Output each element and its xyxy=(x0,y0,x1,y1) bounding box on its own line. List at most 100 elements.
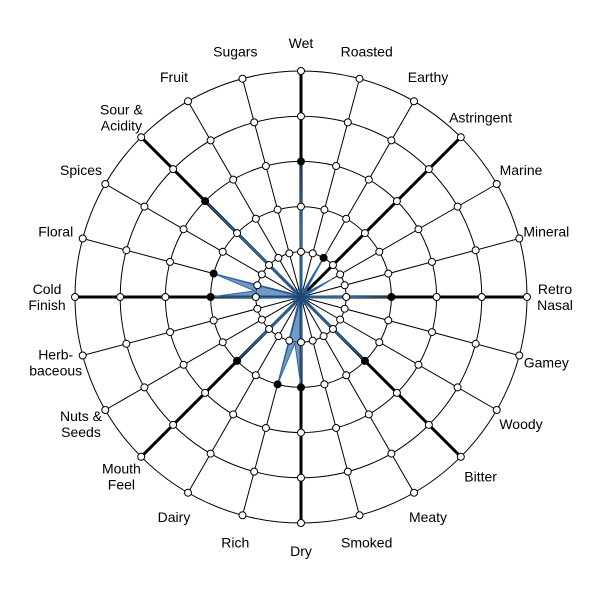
axis-label-sour-acidity: Sour & Acidity xyxy=(100,101,143,133)
marker-earthy-2 xyxy=(342,214,351,223)
axis-label-cold-finish: Cold Finish xyxy=(28,281,65,313)
marker-woody-4 xyxy=(453,383,462,392)
axis-label-sugars: Sugars xyxy=(213,44,257,60)
axis-label-gamey: Gamey xyxy=(524,355,569,371)
marker-wet-5 xyxy=(297,67,305,75)
marker-rich-2 xyxy=(273,380,282,389)
marker-gamey-1 xyxy=(340,304,349,313)
marker-dairy-4 xyxy=(206,449,215,458)
marker-earthy-4 xyxy=(387,136,396,145)
marker-mouth-feel-3 xyxy=(201,388,210,397)
axis-label-meaty: Meaty xyxy=(409,509,447,525)
axis-label-mouth-feel: Mouth Feel xyxy=(102,461,141,493)
marker-gamey-4 xyxy=(471,339,480,348)
marker-meaty-1 xyxy=(319,332,328,341)
marker-bitter-5 xyxy=(456,452,465,461)
marker-cold-finish-3 xyxy=(161,293,170,301)
marker-wet-4 xyxy=(297,112,305,121)
marker-smoked-1 xyxy=(308,336,317,345)
marker-gamey-5 xyxy=(515,351,524,360)
marker-mouth-feel-5 xyxy=(137,452,146,461)
marker-herbaceous-4 xyxy=(122,339,131,348)
marker-dry-4 xyxy=(297,473,305,482)
marker-astringent-4 xyxy=(424,165,433,174)
axis-label-marine: Marine xyxy=(500,162,543,178)
marker-mouth-feel-2 xyxy=(233,356,242,365)
marker-mineral-3 xyxy=(427,257,436,266)
marker-wet-2 xyxy=(297,202,305,211)
axis-label-bitter: Bitter xyxy=(464,469,497,485)
marker-bitter-1 xyxy=(328,324,337,333)
axis-label-smoked: Smoked xyxy=(341,534,392,550)
axis-label-floral: Floral xyxy=(38,223,73,239)
marker-floral-5 xyxy=(78,234,87,243)
marker-nuts-seeds-3 xyxy=(179,360,188,369)
marker-roasted-5 xyxy=(355,74,364,83)
marker-earthy-1 xyxy=(319,253,328,262)
spoke-nuts-seeds xyxy=(105,296,302,411)
spoke-roasted xyxy=(300,78,360,298)
marker-roasted-1 xyxy=(308,249,317,258)
marker-nuts-seeds-4 xyxy=(140,383,149,392)
spoke-smoked xyxy=(300,296,360,516)
marker-marine-2 xyxy=(375,247,384,256)
marker-roasted-3 xyxy=(332,162,341,171)
marker-sour-acidity-4 xyxy=(169,165,178,174)
spoke-astringent xyxy=(299,136,462,299)
marker-herbaceous-5 xyxy=(78,351,87,360)
marker-astringent-5 xyxy=(456,133,465,142)
marker-herbaceous-3 xyxy=(166,328,175,337)
marker-floral-1 xyxy=(253,281,262,290)
axis-label-dry: Dry xyxy=(290,543,312,559)
marker-spices-5 xyxy=(101,180,110,188)
marker-earthy-5 xyxy=(410,97,418,106)
marker-gamey-2 xyxy=(384,316,393,325)
marker-sour-acidity-3 xyxy=(201,197,210,206)
marker-spices-2 xyxy=(218,247,227,256)
marker-floral-4 xyxy=(122,246,131,255)
marker-dry-5 xyxy=(297,519,305,527)
marker-floral-2 xyxy=(209,269,218,278)
marker-spices-1 xyxy=(257,270,266,279)
marker-earthy-3 xyxy=(364,175,373,184)
marker-retro-nasal-3 xyxy=(432,293,441,301)
marker-sugars-4 xyxy=(250,118,259,127)
marker-sour-acidity-5 xyxy=(137,133,146,142)
marker-mouth-feel-1 xyxy=(265,324,274,333)
marker-wet-3 xyxy=(297,157,305,166)
marker-sour-acidity-1 xyxy=(265,261,274,270)
marker-dairy-3 xyxy=(229,410,238,419)
marker-rich-1 xyxy=(285,336,294,345)
marker-roasted-2 xyxy=(320,205,329,214)
spoke-meaty xyxy=(300,296,415,493)
marker-retro-nasal-2 xyxy=(387,293,396,301)
marker-smoked-2 xyxy=(320,380,329,389)
marker-sugars-5 xyxy=(238,74,247,83)
marker-cold-finish-4 xyxy=(116,293,125,301)
marker-meaty-4 xyxy=(387,449,396,458)
marker-woody-5 xyxy=(492,406,501,414)
marker-dairy-2 xyxy=(251,371,260,380)
marker-fruit-2 xyxy=(251,214,260,223)
marker-cold-finish-2 xyxy=(206,293,215,301)
marker-sour-acidity-2 xyxy=(233,229,242,238)
marker-marine-5 xyxy=(492,180,501,188)
marker-bitter-2 xyxy=(360,356,369,365)
marker-nuts-seeds-2 xyxy=(218,338,227,347)
marker-bitter-4 xyxy=(424,420,433,429)
marker-roasted-4 xyxy=(343,118,352,127)
marker-sugars-1 xyxy=(285,249,294,258)
marker-dairy-1 xyxy=(274,332,283,341)
marker-fruit-4 xyxy=(206,136,215,145)
marker-floral-3 xyxy=(166,257,175,266)
marker-nuts-seeds-1 xyxy=(257,315,266,324)
marker-rich-5 xyxy=(238,511,247,520)
axis-label-spices: Spices xyxy=(60,162,102,178)
marker-dairy-5 xyxy=(184,488,192,497)
marker-fruit-3 xyxy=(229,175,238,184)
marker-meaty-3 xyxy=(364,410,373,419)
marker-woody-2 xyxy=(375,338,384,347)
spoke-herbaceous xyxy=(82,296,302,356)
marker-spices-4 xyxy=(140,202,149,211)
